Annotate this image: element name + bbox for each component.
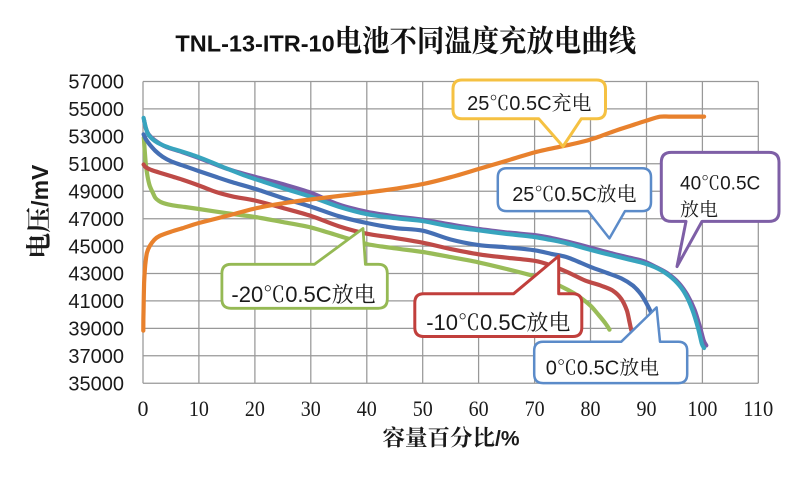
- svg-text:51000: 51000: [68, 154, 124, 176]
- svg-text:0.5C: 0.5C: [285, 282, 332, 307]
- svg-text:-20: -20: [231, 282, 263, 307]
- svg-text:100: 100: [687, 396, 717, 421]
- svg-text:30: 30: [301, 396, 321, 421]
- svg-text:0.5C: 0.5C: [480, 310, 527, 335]
- svg-text:45000: 45000: [68, 236, 124, 258]
- svg-text:80: 80: [581, 396, 601, 421]
- svg-text:47000: 47000: [68, 209, 124, 231]
- svg-text:TNL-13-ITR-10: TNL-13-ITR-10: [175, 31, 334, 57]
- svg-text:110: 110: [743, 396, 773, 421]
- svg-text:40: 40: [680, 174, 701, 195]
- svg-text:0.5C: 0.5C: [554, 184, 596, 206]
- svg-text:35000: 35000: [68, 373, 124, 395]
- svg-text:70: 70: [525, 396, 545, 421]
- svg-text:40: 40: [357, 396, 377, 421]
- svg-text:0: 0: [546, 358, 557, 380]
- svg-text:50: 50: [413, 396, 433, 421]
- svg-text:-10: -10: [426, 310, 458, 335]
- svg-text:41000: 41000: [68, 291, 124, 313]
- svg-text:49000: 49000: [68, 181, 124, 203]
- svg-text:39000: 39000: [68, 319, 124, 341]
- svg-text:60: 60: [469, 396, 489, 421]
- svg-text:25: 25: [512, 184, 534, 206]
- svg-text:53000: 53000: [68, 127, 124, 149]
- svg-text:/mV: /mV: [27, 164, 53, 207]
- svg-text:57000: 57000: [68, 72, 124, 94]
- svg-text:90: 90: [637, 396, 657, 421]
- svg-text:43000: 43000: [68, 264, 124, 286]
- svg-text:0.5C: 0.5C: [720, 174, 760, 195]
- svg-text:25: 25: [467, 93, 489, 115]
- svg-text:/%: /%: [495, 428, 520, 451]
- svg-text:10: 10: [189, 396, 209, 421]
- svg-text:0.5C: 0.5C: [577, 358, 619, 380]
- svg-text:37000: 37000: [68, 346, 124, 368]
- svg-text:20: 20: [245, 396, 265, 421]
- svg-text:55000: 55000: [68, 99, 124, 121]
- svg-text:0: 0: [138, 396, 149, 421]
- svg-text:0.5C: 0.5C: [509, 93, 551, 115]
